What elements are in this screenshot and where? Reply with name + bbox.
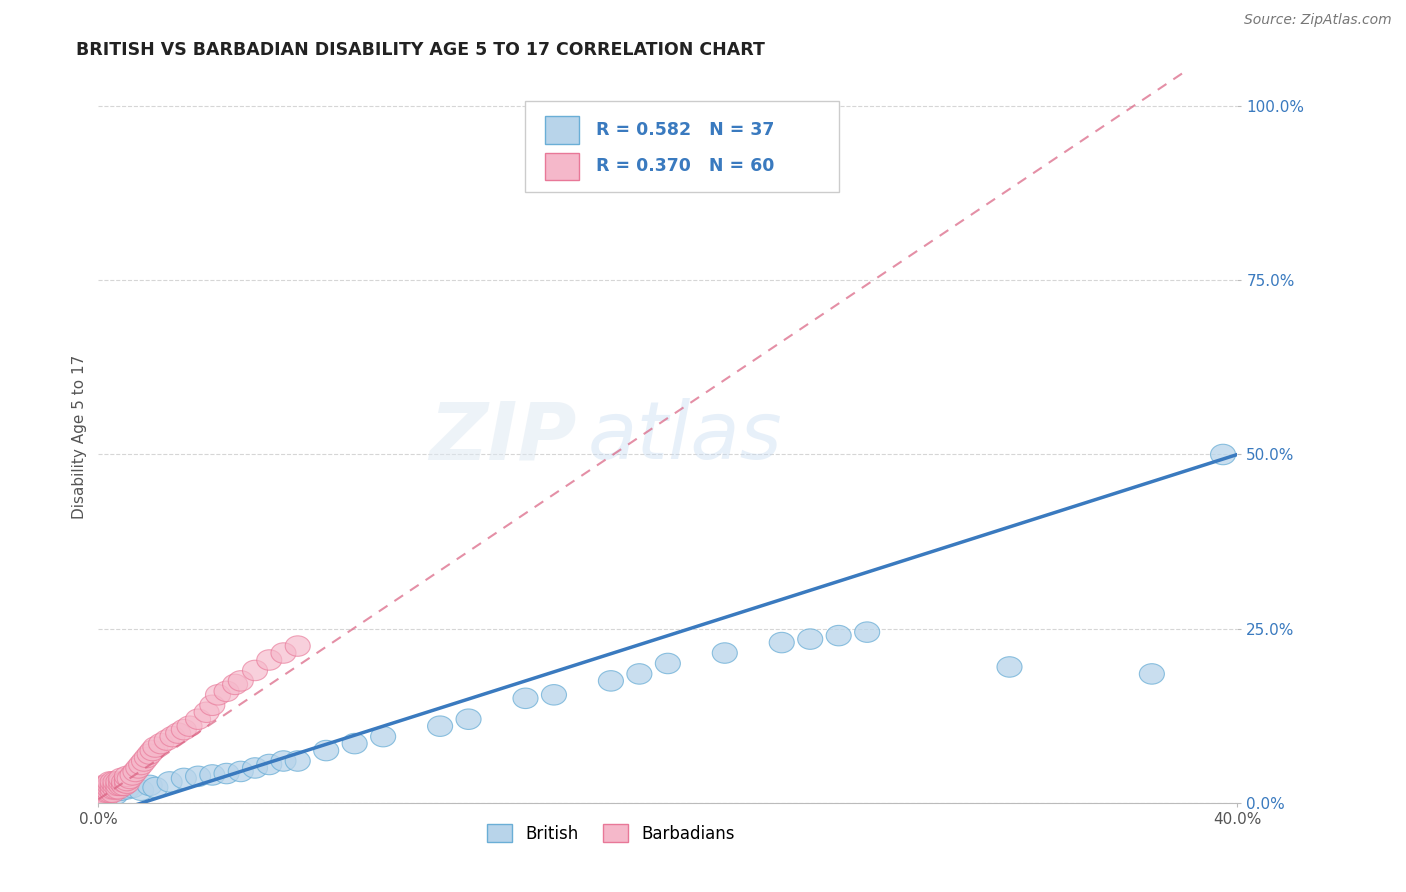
Text: BRITISH VS BARBADIAN DISABILITY AGE 5 TO 17 CORRELATION CHART: BRITISH VS BARBADIAN DISABILITY AGE 5 TO… [76,41,765,59]
FancyBboxPatch shape [526,101,839,192]
FancyBboxPatch shape [546,116,579,144]
Text: Source: ZipAtlas.com: Source: ZipAtlas.com [1244,13,1392,28]
Text: ZIP: ZIP [429,398,576,476]
Text: R = 0.370   N = 60: R = 0.370 N = 60 [596,158,775,176]
FancyBboxPatch shape [546,153,579,180]
Text: atlas: atlas [588,398,783,476]
Legend: British, Barbadians: British, Barbadians [479,818,742,849]
Text: R = 0.582   N = 37: R = 0.582 N = 37 [596,121,775,139]
Y-axis label: Disability Age 5 to 17: Disability Age 5 to 17 [72,355,87,519]
